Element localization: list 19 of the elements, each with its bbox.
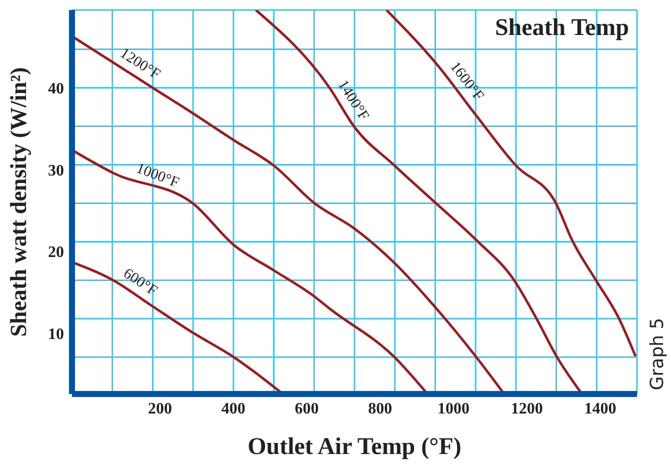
y-tick-label: 10 bbox=[48, 326, 64, 344]
y-tick-label: 20 bbox=[48, 244, 64, 262]
x-tick-label: 600 bbox=[294, 400, 319, 418]
y-tick-label: 30 bbox=[48, 162, 64, 180]
line-series bbox=[385, 10, 637, 358]
x-tick-label: 1000 bbox=[438, 400, 470, 418]
x-tick-label: 1200 bbox=[510, 400, 543, 418]
text: 1000°F bbox=[134, 160, 182, 192]
y-axis-title: Sheath watt density (W/in²) bbox=[6, 67, 31, 337]
x-axis-title: Outlet Air Temp (°F) bbox=[248, 434, 462, 460]
text: 600°F bbox=[120, 266, 160, 300]
x-tick-label: 400 bbox=[221, 400, 246, 418]
x-tick-label: 800 bbox=[368, 400, 392, 418]
x-tick-label: 1400 bbox=[584, 400, 616, 418]
line-series bbox=[72, 34, 506, 394]
caption: Graph 5 bbox=[647, 318, 668, 390]
x-tick-label: 200 bbox=[148, 400, 172, 418]
y-tick-label: 40 bbox=[48, 80, 64, 98]
line-series bbox=[72, 148, 429, 394]
